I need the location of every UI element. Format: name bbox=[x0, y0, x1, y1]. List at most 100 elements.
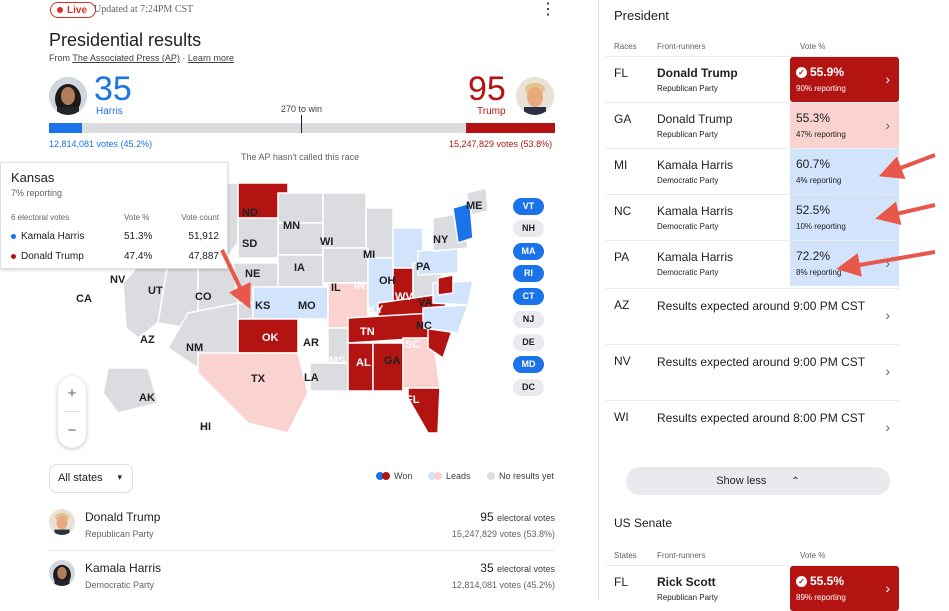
chevron-right-icon: › bbox=[885, 363, 890, 379]
trump-small-avatar bbox=[49, 509, 75, 535]
president-race-row-ga[interactable]: GA Donald Trump Republican Party 55.3% 47% r… bbox=[606, 102, 899, 148]
president-race-row-nc[interactable]: NC Kamala Harris Democratic Party 52.5% 10% … bbox=[606, 194, 899, 240]
race-vote-pct: 52.5% bbox=[796, 203, 830, 217]
ap-link[interactable]: The Associated Press (AP) bbox=[72, 53, 180, 63]
zoom-in-button[interactable]: + bbox=[67, 385, 77, 402]
checkmark-icon: ✓ bbox=[796, 576, 807, 587]
chevron-right-icon: › bbox=[885, 71, 890, 87]
checkmark-icon: ✓ bbox=[796, 67, 807, 78]
zoom-control: + − bbox=[58, 376, 86, 448]
row-divider bbox=[49, 550, 555, 551]
tooltip-cand-name: Donald Trump bbox=[21, 251, 84, 262]
map-label-ms: MS bbox=[329, 355, 346, 367]
trump-avatar bbox=[516, 77, 554, 115]
race-candidate-party: Democratic Party bbox=[657, 268, 719, 277]
state-fl[interactable] bbox=[407, 387, 441, 434]
pill-dc[interactable]: DC bbox=[513, 379, 544, 396]
map-label-mo: MO bbox=[298, 300, 316, 312]
president-race-row-wi[interactable]: WI Results expected around 8:00 PM CST › bbox=[606, 400, 899, 456]
state-filter-dropdown[interactable]: All states ▾ bbox=[49, 464, 133, 493]
pill-ma[interactable]: MA bbox=[513, 243, 544, 260]
race-state-code: NC bbox=[614, 204, 632, 218]
map-label-ar: AR bbox=[303, 337, 319, 349]
president-race-row-fl[interactable]: FL Donald Trump Republican Party ✓ 55.9% 90% … bbox=[606, 56, 899, 102]
state-al[interactable] bbox=[372, 342, 404, 392]
map-label-az: AZ bbox=[140, 334, 155, 346]
races-panel: President Races Front-runners Vote % FL D… bbox=[599, 0, 949, 611]
state-nd[interactable] bbox=[277, 192, 324, 224]
president-race-row-pa[interactable]: PA Kamala Harris Democratic Party 72.2% 8% r… bbox=[606, 240, 899, 286]
senate-col-states: States bbox=[614, 551, 637, 560]
state-tx[interactable] bbox=[197, 352, 309, 434]
show-less-label: Show less bbox=[716, 475, 767, 487]
learn-more-link[interactable]: Learn more bbox=[187, 53, 234, 63]
map-label-al: AL bbox=[356, 357, 371, 369]
tooltip-cand-count: 47,887 bbox=[188, 251, 219, 262]
state-ak[interactable] bbox=[102, 367, 159, 414]
harris-electoral-votes: 35 bbox=[94, 70, 132, 108]
state-wv[interactable] bbox=[437, 274, 454, 296]
chevron-right-icon: › bbox=[885, 209, 890, 225]
state-nc[interactable] bbox=[422, 304, 470, 334]
race-vote-cell: 72.2% 8% reporting › bbox=[790, 241, 899, 286]
pill-vt[interactable]: VT bbox=[513, 198, 544, 215]
more-options-icon[interactable]: ⋮ bbox=[540, 1, 556, 18]
race-vote-cell: ✓ 55.5% 89% reporting › bbox=[790, 566, 899, 611]
state-hi[interactable] bbox=[200, 425, 206, 431]
col-front-runners: Front-runners bbox=[657, 42, 706, 51]
race-candidate-name: Kamala Harris bbox=[657, 204, 734, 218]
candidate-row-trump[interactable]: Donald Trump Republican Party 95 elector… bbox=[49, 506, 555, 552]
race-reporting: 90% reporting bbox=[796, 84, 846, 93]
president-race-row-mi[interactable]: MI Kamala Harris Democratic Party 60.7% 4% r… bbox=[606, 148, 899, 194]
chevron-down-icon: ▾ bbox=[117, 472, 122, 482]
president-race-row-nv[interactable]: NV Results expected around 9:00 PM CST › bbox=[606, 344, 899, 400]
candidate-ev-label: electoral votes bbox=[496, 513, 555, 523]
race-reporting: 10% reporting bbox=[796, 222, 846, 231]
race-state-code: MI bbox=[614, 158, 628, 172]
tooltip-header: 6 electoral votes Vote % Vote count bbox=[11, 213, 219, 222]
race-vote-cell: ✓ 55.9% 90% reporting › bbox=[790, 57, 899, 102]
pill-nh[interactable]: NH bbox=[513, 220, 544, 237]
president-section-title: President bbox=[614, 8, 669, 23]
map-label-wv: WV bbox=[395, 291, 413, 303]
state-ia[interactable] bbox=[322, 247, 369, 284]
race-vote-pct: 60.7% bbox=[796, 157, 830, 171]
state-labels: ND MN ME SD WI MI NY NE IA PA NV UT CO K… bbox=[76, 200, 483, 433]
senate-race-row[interactable]: FL Rick Scott Republican Party ✓ 55.5% 89… bbox=[606, 565, 899, 611]
source-separator: · bbox=[182, 53, 186, 63]
source-prefix: From bbox=[49, 53, 70, 63]
electoral-progress-bar bbox=[49, 115, 555, 133]
tooltip-row: Kamala Harris 51.3% 51,912 bbox=[11, 231, 219, 242]
trump-label: Trump bbox=[477, 106, 506, 117]
ap-note: The AP hasn't called this race bbox=[241, 152, 360, 162]
state-me[interactable] bbox=[465, 187, 489, 216]
senate-col-vote-pct: Vote % bbox=[800, 551, 826, 560]
race-vote-pct: ✓ 55.9% bbox=[796, 65, 844, 79]
map-label-nd: ND bbox=[242, 207, 258, 219]
tooltip-col-pct: Vote % bbox=[124, 213, 150, 222]
chevron-right-icon: › bbox=[885, 255, 890, 271]
pill-de[interactable]: DE bbox=[513, 334, 544, 351]
zoom-out-button[interactable]: − bbox=[67, 422, 77, 439]
candidate-votes: 15,247,829 votes (53.8%) bbox=[451, 529, 555, 539]
candidate-ev-number: 35 bbox=[480, 561, 494, 575]
pill-md[interactable]: MD bbox=[513, 356, 544, 373]
state-new-england[interactable] bbox=[452, 202, 474, 244]
race-state-code: FL bbox=[614, 66, 629, 80]
chevron-up-icon: ⌃ bbox=[791, 476, 800, 487]
race-candidate-party: Republican Party bbox=[657, 593, 718, 602]
map-label-ak: AK bbox=[139, 392, 155, 404]
trump-bar-fill bbox=[465, 123, 555, 133]
race-vote-pct: ✓ 55.5% bbox=[796, 574, 844, 588]
pill-ri[interactable]: RI bbox=[513, 265, 544, 282]
pill-nj[interactable]: NJ bbox=[513, 311, 544, 328]
race-state-code: WI bbox=[614, 410, 629, 424]
pill-ct[interactable]: CT bbox=[513, 288, 544, 305]
senate-section-title: US Senate bbox=[614, 516, 673, 530]
president-race-row-az[interactable]: AZ Results expected around 9:00 PM CST › bbox=[606, 288, 899, 344]
candidate-row-harris[interactable]: Kamala Harris Democratic Party 35 electo… bbox=[49, 557, 555, 603]
show-less-button[interactable]: Show less ⌃ bbox=[626, 467, 890, 495]
harris-label: Harris bbox=[96, 106, 123, 117]
lead-dem-swatch bbox=[428, 472, 436, 480]
live-badge: Live bbox=[50, 2, 97, 18]
